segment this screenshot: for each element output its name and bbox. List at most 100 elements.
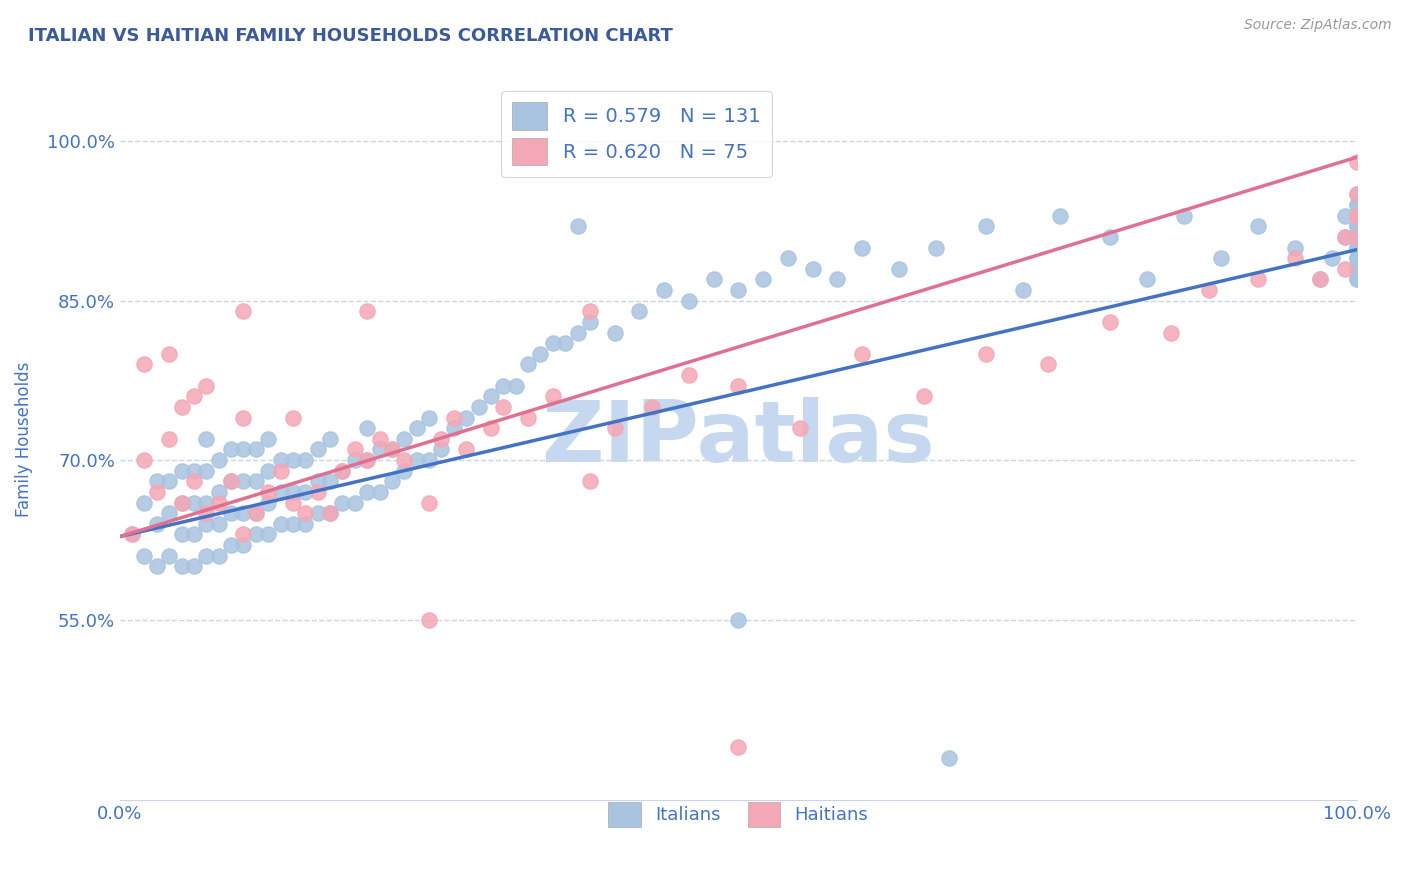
Point [567,219,589,234]
Point [183,495,205,509]
Point [703,272,725,286]
Point [281,485,304,500]
Point [479,421,502,435]
Point [134,549,156,563]
Point [727,378,749,392]
Point [232,442,254,457]
Point [381,475,404,489]
Point [1160,326,1182,340]
Point [1247,219,1270,234]
Point [356,485,378,500]
Point [195,432,218,446]
Point [121,527,143,541]
Point [1284,251,1306,265]
Point [245,527,267,541]
Point [1346,187,1368,202]
Point [603,326,626,340]
Point [1346,209,1368,223]
Point [405,421,427,435]
Point [208,453,231,467]
Point [134,495,156,509]
Point [1333,261,1355,276]
Point [479,389,502,403]
Point [1346,198,1368,212]
Point [257,432,280,446]
Point [245,506,267,520]
Point [281,453,304,467]
Point [270,485,292,500]
Point [157,475,180,489]
Point [307,475,329,489]
Point [332,495,354,509]
Text: Source: ZipAtlas.com: Source: ZipAtlas.com [1244,18,1392,32]
Point [1333,230,1355,244]
Point [232,410,254,425]
Point [418,495,440,509]
Point [1346,240,1368,254]
Point [208,549,231,563]
Point [776,251,799,265]
Point [257,495,280,509]
Point [1098,315,1121,329]
Point [219,475,242,489]
Point [219,506,242,520]
Point [356,304,378,318]
Point [1173,209,1195,223]
Y-axis label: Family Households: Family Households [15,361,32,516]
Point [219,442,242,457]
Point [170,464,193,478]
Point [394,432,416,446]
Point [332,464,354,478]
Point [925,240,948,254]
Point [1346,251,1368,265]
Point [938,750,960,764]
Point [319,506,342,520]
Point [146,559,169,574]
Point [183,464,205,478]
Point [1346,209,1368,223]
Point [170,495,193,509]
Point [1284,240,1306,254]
Point [257,527,280,541]
Point [1209,251,1232,265]
Point [232,475,254,489]
Point [1346,272,1368,286]
Point [752,272,775,286]
Point [1049,209,1071,223]
Point [974,347,997,361]
Point [467,400,489,414]
Point [195,506,218,520]
Point [319,475,342,489]
Point [121,527,143,541]
Legend: Italians, Haitians: Italians, Haitians [600,795,876,835]
Point [1036,358,1059,372]
Point [195,378,218,392]
Point [356,421,378,435]
Point [1346,219,1368,234]
Text: ZIPatlas: ZIPatlas [541,397,935,480]
Point [232,304,254,318]
Point [232,506,254,520]
Point [294,506,316,520]
Point [332,464,354,478]
Point [270,464,292,478]
Point [195,549,218,563]
Point [554,336,576,351]
Point [1346,261,1368,276]
Point [183,527,205,541]
Point [1333,209,1355,223]
Point [1346,219,1368,234]
Point [343,453,366,467]
Point [1346,209,1368,223]
Point [1346,198,1368,212]
Point [1346,251,1368,265]
Point [443,410,465,425]
Point [567,326,589,340]
Point [294,453,316,467]
Point [1346,230,1368,244]
Point [319,432,342,446]
Point [134,358,156,372]
Point [579,315,602,329]
Point [368,432,391,446]
Point [789,421,811,435]
